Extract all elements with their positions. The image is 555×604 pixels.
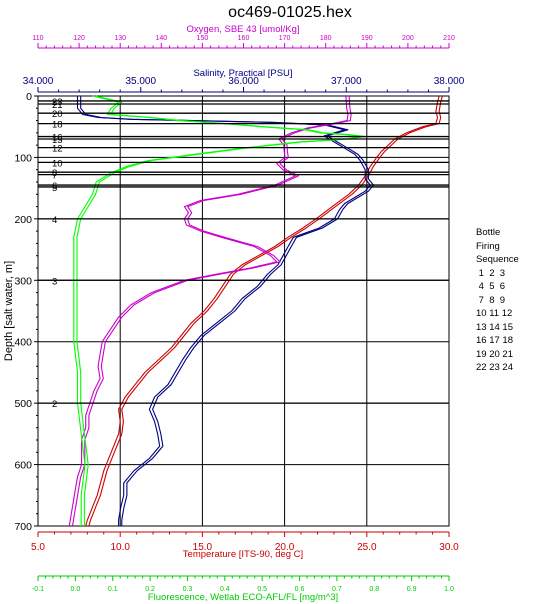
fluorescence-tick-label: 1.0: [444, 586, 454, 593]
oxygen-tick-label: 190: [361, 35, 373, 42]
salinity-axis-label: Salinity, Practical [PSU]: [193, 68, 292, 79]
bottle-firing-legend: Bottle Firing Sequence 1 2 3 4 5 6 7 8 9 10…: [476, 226, 519, 375]
salinity-tick-label: 34.000: [23, 76, 54, 87]
bottle-number-label: 16: [52, 133, 63, 144]
temperature-tick-label: 15.0: [193, 542, 213, 553]
legend-line: 4 5 6: [476, 281, 506, 292]
depth-tick-label: 300: [14, 275, 32, 287]
temperature-tick-label: 25.0: [357, 542, 377, 553]
temperature-tick-label: 10.0: [110, 542, 130, 553]
depth-tick-label: 500: [14, 398, 32, 410]
legend-line: Sequence: [476, 254, 519, 265]
legend-line: 7 8 9: [476, 294, 506, 306]
fluorescence-tick-label: 0.3: [183, 586, 193, 593]
fluorescence-tick-label: 0.9: [407, 586, 417, 593]
legend-line: 19 20 21: [476, 348, 513, 360]
oxygen-tick-label: 170: [279, 35, 291, 42]
oxygen-tick-label: 140: [155, 35, 167, 42]
salinity-profile-line: [76, 96, 371, 526]
legend-line: 13 14 15: [476, 321, 513, 333]
bottle-number-label: 3: [52, 276, 57, 287]
depth-tick-label: 700: [14, 521, 32, 533]
depth-tick-label: 600: [14, 460, 32, 472]
fluorescence-tick-label: 0.4: [220, 586, 230, 593]
bottle-number-label: 23: [52, 97, 63, 108]
depth-tick-label: 100: [14, 152, 32, 164]
oxygen-tick-label: 160: [238, 35, 250, 42]
temperature-profile-line: [85, 95, 440, 527]
oxygen-axis-label: Oxygen, SBE 43 [umol/Kg]: [186, 24, 299, 35]
bottle-number-label: 21: [52, 100, 63, 111]
bottle-number-label: 2: [52, 399, 57, 410]
legend-line: Bottle: [476, 227, 501, 238]
fluorescence-tick-label: 0.0: [70, 586, 80, 593]
legend-line: 10 11 12: [476, 308, 513, 319]
bottle-number-label: 20: [52, 109, 63, 120]
depth-tick-label: 0: [26, 91, 32, 103]
oxygen-tick-label: 200: [402, 35, 414, 42]
plot-frame: [37, 95, 450, 527]
fluorescence-tick-label: 0.6: [295, 586, 305, 593]
temperature-tick-label: 5.0: [31, 542, 45, 553]
depth-tick-label: 200: [14, 214, 32, 226]
salinity-profile-line: [80, 96, 375, 526]
bottle-number-label: 18: [52, 120, 63, 131]
temperature-tick-label: 30.0: [439, 542, 459, 553]
oxygen-tick-label: 110: [32, 35, 43, 42]
legend-line: 16 17 18: [476, 335, 513, 346]
depth-tick-label: 400: [14, 337, 32, 349]
temperature-axis-label: Temperature [ITS-90, deg C]: [183, 549, 303, 560]
salinity-tick-label: 35.000: [125, 76, 156, 87]
legend-line: Firing: [476, 240, 500, 252]
oxygen-tick-label: 120: [73, 35, 85, 42]
salinity-tick-label: 37.000: [331, 76, 362, 87]
legend-line: 22 23 24: [476, 362, 513, 373]
fluorescence-axis-label: Fluorescence, Wetlab ECO-AFL/FL [mg/m^3]: [148, 592, 338, 603]
bottle-number-label: 12: [52, 144, 63, 155]
temperature-tick-label: 20.0: [275, 542, 295, 553]
fluorescence-tick-label: 0.1: [108, 586, 118, 593]
fluorescence-profile-line: [76, 95, 366, 526]
depth-axis-label: Depth [salt water, m]: [3, 261, 15, 361]
temperature-profile-line: [88, 95, 443, 527]
fluorescence-tick-label: -0.1: [32, 586, 44, 593]
salinity-tick-label: 38.000: [434, 76, 465, 87]
bottle-number-label: 15: [52, 135, 63, 146]
oxygen-tick-label: 130: [114, 35, 126, 42]
oxygen-tick-label: 180: [320, 35, 332, 42]
oxygen-profile-line: [68, 95, 349, 527]
bottle-number-label: 10: [52, 158, 63, 169]
bottle-number-label: 5: [52, 183, 57, 194]
fluorescence-tick-label: 0.8: [369, 586, 379, 593]
fluorescence-tick-label: 0.2: [145, 586, 155, 593]
fluorescence-tick-label: 0.5: [257, 586, 267, 593]
oxygen-tick-label: 150: [197, 35, 209, 42]
salinity-tick-label: 36.000: [228, 76, 259, 87]
fluorescence-profile-line: [73, 95, 363, 526]
bottle-number-label: 7: [52, 171, 57, 182]
legend-line: 1 2 3: [476, 267, 506, 279]
fluorescence-tick-label: 0.7: [332, 586, 342, 593]
bottle-number-label: 8: [52, 168, 57, 179]
oxygen-profile-line: [71, 95, 352, 527]
oxygen-tick-label: 210: [443, 35, 455, 42]
bottle-number-label: 4: [52, 215, 57, 226]
chart-title: oc469-01025.hex: [228, 4, 352, 21]
